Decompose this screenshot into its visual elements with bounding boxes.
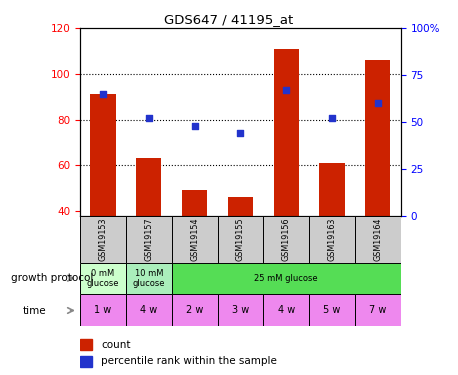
Bar xyxy=(309,216,355,262)
Text: GSM19154: GSM19154 xyxy=(190,217,199,261)
Point xyxy=(237,130,244,136)
Bar xyxy=(80,262,126,294)
Text: GSM19155: GSM19155 xyxy=(236,217,245,261)
Bar xyxy=(263,216,309,262)
Bar xyxy=(80,356,93,367)
Text: 7 w: 7 w xyxy=(369,305,387,315)
Point xyxy=(283,87,290,93)
Text: 0 mM
glucose: 0 mM glucose xyxy=(87,269,119,288)
Point xyxy=(99,91,107,97)
Bar xyxy=(228,197,253,216)
Bar xyxy=(126,262,172,294)
Text: count: count xyxy=(101,340,131,350)
Text: 3 w: 3 w xyxy=(232,305,249,315)
Bar xyxy=(365,60,390,216)
Bar xyxy=(80,216,126,262)
Text: 25 mM glucose: 25 mM glucose xyxy=(255,274,318,283)
Bar xyxy=(355,216,401,262)
Text: growth protocol: growth protocol xyxy=(11,273,94,283)
Text: GSM19164: GSM19164 xyxy=(373,217,382,261)
Text: time: time xyxy=(23,306,47,315)
Bar xyxy=(126,294,172,326)
Text: 2 w: 2 w xyxy=(186,305,203,315)
Text: GSM19163: GSM19163 xyxy=(327,217,337,261)
Bar xyxy=(136,159,161,216)
Bar xyxy=(80,294,126,326)
Bar xyxy=(273,49,299,216)
Bar xyxy=(172,262,401,294)
Bar xyxy=(90,94,115,216)
Text: GSM19157: GSM19157 xyxy=(144,217,153,261)
Bar xyxy=(263,294,309,326)
Point xyxy=(374,100,382,106)
Point xyxy=(191,123,198,129)
Bar xyxy=(80,339,93,350)
Bar xyxy=(218,216,263,262)
Bar xyxy=(218,294,263,326)
Bar xyxy=(172,216,218,262)
Text: GSM19153: GSM19153 xyxy=(98,217,108,261)
Bar xyxy=(309,294,355,326)
Text: 4 w: 4 w xyxy=(278,305,295,315)
Bar xyxy=(182,190,207,216)
Point xyxy=(145,115,153,121)
Text: percentile rank within the sample: percentile rank within the sample xyxy=(101,357,277,366)
Point xyxy=(328,115,336,121)
Bar xyxy=(319,163,344,216)
Text: GSM19156: GSM19156 xyxy=(282,217,291,261)
Text: GDS647 / 41195_at: GDS647 / 41195_at xyxy=(164,13,294,26)
Bar xyxy=(126,216,172,262)
Text: 10 mM
glucose: 10 mM glucose xyxy=(133,269,165,288)
Text: 5 w: 5 w xyxy=(323,305,341,315)
Text: 1 w: 1 w xyxy=(94,305,112,315)
Text: 4 w: 4 w xyxy=(140,305,158,315)
Bar xyxy=(172,294,218,326)
Bar xyxy=(355,294,401,326)
